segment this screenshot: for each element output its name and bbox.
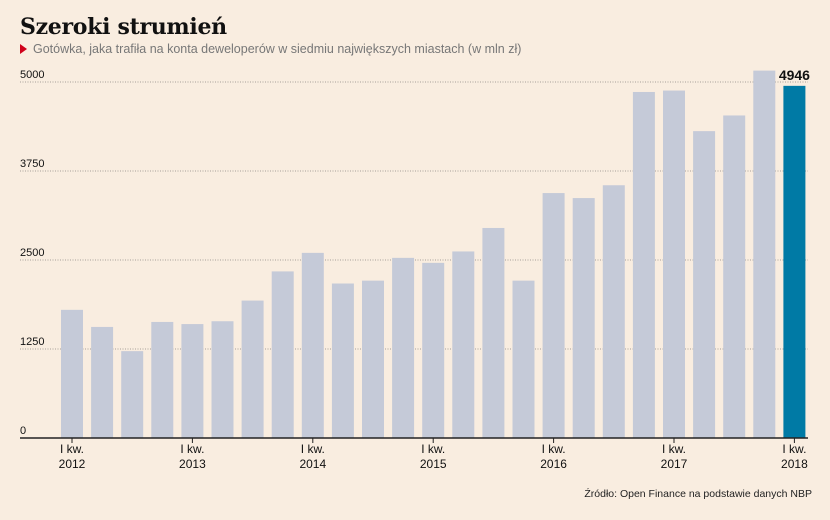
bar xyxy=(512,280,535,438)
bar xyxy=(241,300,264,438)
bar xyxy=(181,324,204,438)
bar xyxy=(61,309,83,438)
bar xyxy=(693,131,716,439)
bar xyxy=(151,321,174,438)
bar xyxy=(783,85,806,439)
x-tick-label: 2016 xyxy=(540,457,567,471)
bar xyxy=(723,115,746,439)
bar xyxy=(482,227,505,438)
y-tick-label: 0 xyxy=(20,425,26,437)
bar xyxy=(331,283,354,438)
bar xyxy=(663,90,685,438)
bar xyxy=(572,198,595,438)
bar xyxy=(452,251,475,438)
bar xyxy=(271,271,294,438)
bar xyxy=(362,280,384,438)
bar xyxy=(602,185,625,438)
bar xyxy=(632,91,655,438)
x-tick-label: I kw. xyxy=(60,442,84,456)
chart-title: Szeroki strumień xyxy=(20,14,227,40)
y-tick-label: 2500 xyxy=(20,247,44,259)
x-tick-label: 2015 xyxy=(420,457,447,471)
x-tick-label: I kw. xyxy=(421,442,445,456)
y-tick-label: 3750 xyxy=(20,158,44,170)
bar xyxy=(121,351,144,438)
x-tick-label: I kw. xyxy=(180,442,204,456)
bar xyxy=(91,326,114,438)
x-tick-label: I kw. xyxy=(662,442,686,456)
data-label: 4946 xyxy=(779,67,810,83)
x-tick-label: 2014 xyxy=(299,457,326,471)
chart-subtitle-text: Gotówka, jaka trafiła na konta deweloper… xyxy=(33,42,522,56)
x-tick-label: 2013 xyxy=(179,457,206,471)
chart-subtitle: Gotówka, jaka trafiła na konta deweloper… xyxy=(20,42,521,56)
bar xyxy=(422,262,445,438)
x-tick-label: I kw. xyxy=(301,442,325,456)
x-tick-label: 2012 xyxy=(59,457,86,471)
y-tick-label: 5000 xyxy=(20,69,44,81)
x-tick-label: I kw. xyxy=(782,442,806,456)
bar xyxy=(542,193,565,438)
y-tick-label: 1250 xyxy=(20,336,44,348)
bar xyxy=(301,252,324,438)
source-note: Źródło: Open Finance na podstawie danych… xyxy=(584,488,812,500)
bar xyxy=(753,70,776,438)
arrow-right-icon xyxy=(20,44,27,54)
bar xyxy=(211,321,234,438)
x-tick-label: 2017 xyxy=(661,457,688,471)
bar xyxy=(392,257,415,438)
x-tick-label: I kw. xyxy=(542,442,566,456)
x-tick-label: 2018 xyxy=(781,457,808,471)
